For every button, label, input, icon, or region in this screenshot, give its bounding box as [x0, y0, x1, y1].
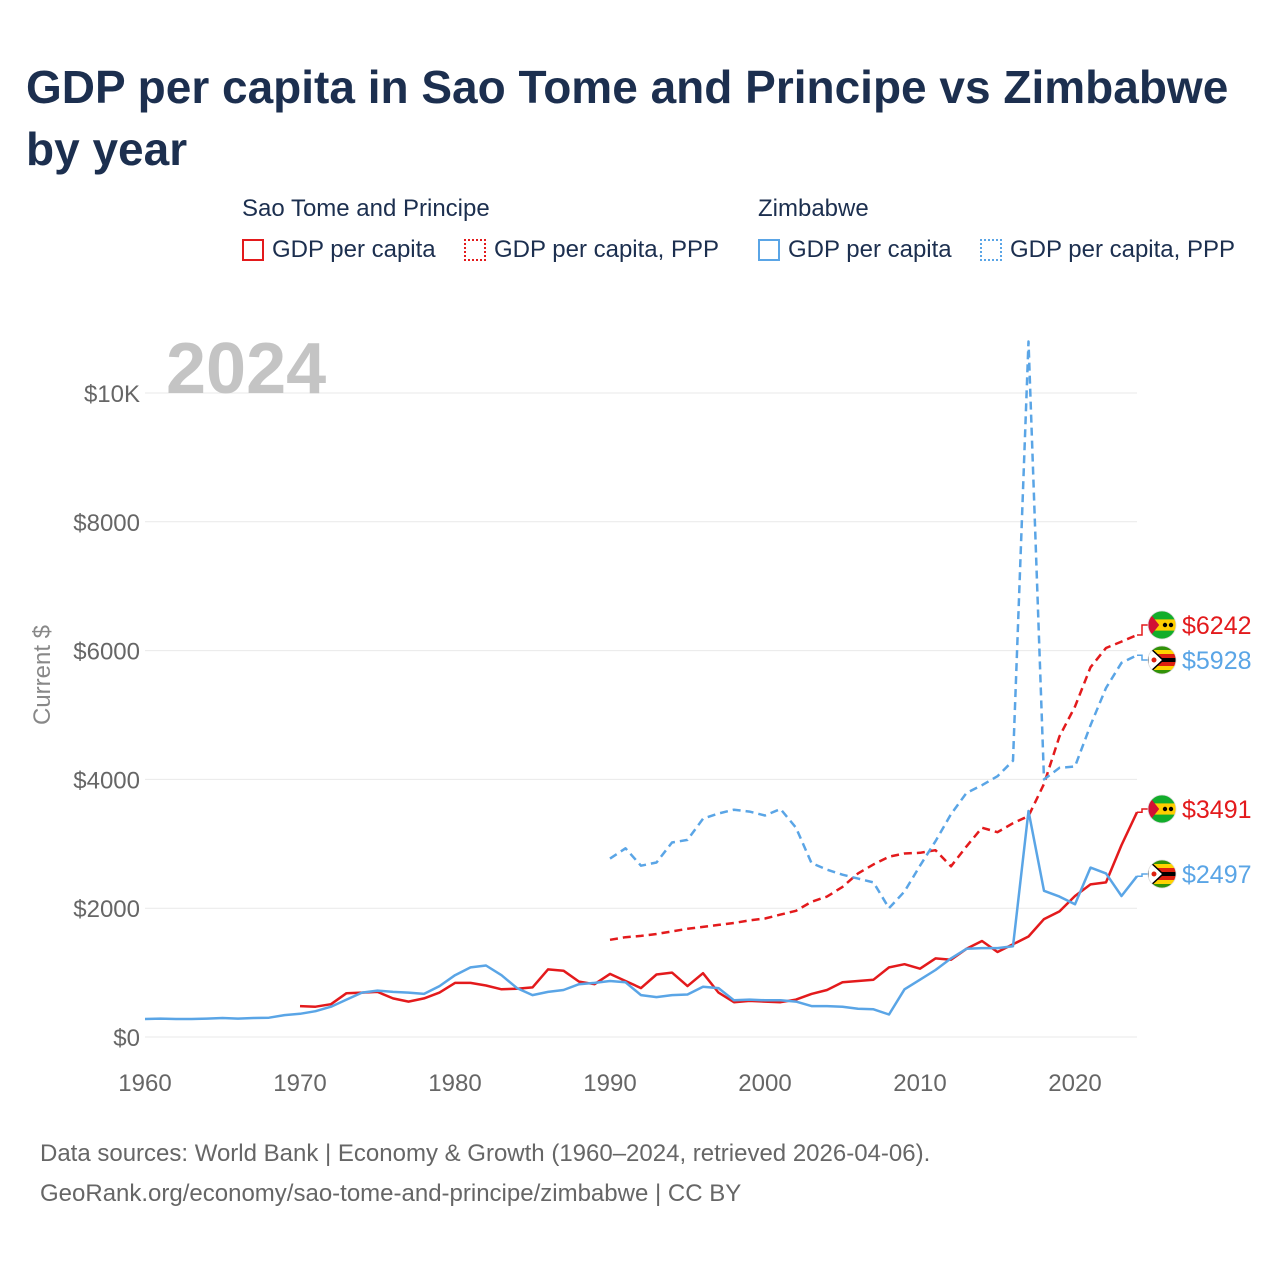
x-tick-label: 2000: [738, 1070, 791, 1097]
end-value-label: $5928: [1182, 647, 1252, 675]
series-zwe-ppp-line: [609, 340, 1138, 910]
y-tick-label: $8000: [73, 510, 140, 537]
y-tick-label: $0: [113, 1025, 140, 1052]
x-tick-label: 1980: [428, 1070, 481, 1097]
y-axis-title: Current $: [29, 625, 56, 725]
legend-group-sao-tome: Sao Tome and Principe: [242, 195, 490, 222]
sao-tome-flag-icon: [1147, 610, 1177, 640]
legend-label: GDP per capita: [272, 236, 436, 263]
y-tick-label: $10K: [84, 381, 140, 408]
legend-item-zwe-ppp[interactable]: GDP per capita, PPP: [980, 236, 1235, 264]
y-tick-label: $6000: [73, 639, 140, 666]
end-label-connector: [1137, 808, 1148, 813]
y-tick-label: $2000: [73, 896, 140, 923]
x-tick-label: 1960: [118, 1070, 171, 1097]
legend-label: GDP per capita, PPP: [494, 236, 719, 263]
series-stp-ppp-line: [609, 633, 1138, 942]
x-tick-label: 1970: [273, 1070, 326, 1097]
zimbabwe-flag-icon: [1147, 645, 1177, 675]
legend-label: GDP per capita, PPP: [1010, 236, 1235, 263]
end-value-label: $3491: [1182, 796, 1252, 824]
x-tick-label: 1990: [583, 1070, 636, 1097]
y-tick-label: $4000: [73, 767, 140, 794]
legend-swatch-dotted-red: [464, 239, 486, 261]
legend-swatch-dotted-blue: [980, 239, 1002, 261]
legend-item-zwe-gdp[interactable]: GDP per capita: [758, 236, 952, 264]
x-tick-label: 2020: [1048, 1070, 1101, 1097]
series-zwe-gdp-line: [144, 809, 1138, 1021]
x-tick-label: 2010: [893, 1070, 946, 1097]
chart-title: GDP per capita in Sao Tome and Principe …: [26, 61, 1229, 175]
end-label-connector: [1137, 654, 1148, 661]
sao-tome-flag-icon: [1147, 794, 1177, 824]
series-stp-gdp-line: [299, 811, 1139, 1008]
zimbabwe-flag-icon: [1147, 859, 1177, 889]
legend-group-zimbabwe: Zimbabwe: [758, 195, 869, 222]
legend-swatch-solid-blue: [758, 239, 780, 261]
legend-label: GDP per capita: [788, 236, 952, 263]
end-label-connector: [1137, 873, 1148, 877]
footer-sources: Data sources: World Bank | Economy & Gro…: [40, 1140, 931, 1167]
year-watermark: 2024: [166, 329, 326, 409]
footer-attribution: GeoRank.org/economy/sao-tome-and-princip…: [40, 1180, 742, 1207]
legend-item-stp-ppp[interactable]: GDP per capita, PPP: [464, 236, 719, 264]
end-value-label: $2497: [1182, 861, 1252, 889]
end-label-connector: [1137, 624, 1148, 636]
legend-item-stp-gdp[interactable]: GDP per capita: [242, 236, 436, 264]
end-value-label: $6242: [1182, 612, 1252, 640]
legend-swatch-solid-red: [242, 239, 264, 261]
